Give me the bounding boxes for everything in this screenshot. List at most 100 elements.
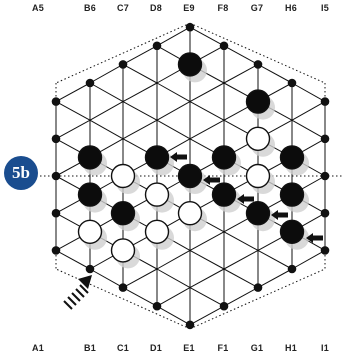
top-label-c7: C7 [116,3,130,13]
bottom-label-d1: D1 [149,343,163,353]
diagonal-line [291,101,326,121]
edge-point [85,264,95,274]
diagram-number-badge: 5b [4,156,38,190]
dotted-edge-br [189,268,326,330]
top-label-b6: B6 [83,3,97,13]
white-stone-b2 [77,219,107,250]
top-label-f8: F8 [217,3,229,13]
diagonal-line [189,101,225,121]
black-stone-h3 [279,219,309,250]
diagonal-line [122,119,158,140]
diagonal-line [55,82,91,103]
black-stone-e8 [177,52,207,83]
diagonal-line [156,119,191,140]
diagonal-line [89,82,124,103]
diagonal-line [55,249,91,270]
black-stone-h4 [279,182,309,213]
edge-point [287,78,297,88]
edge-point [219,301,229,311]
diagonal-line [55,101,91,121]
edge-point [320,171,330,181]
move-arrow [203,175,220,185]
diagonal-line [156,26,191,47]
edge-point [320,208,330,218]
white-stone-d3 [144,219,174,250]
diagonal-line [189,305,225,326]
black-stone-f5 [211,145,241,176]
diagonal-line [89,101,124,121]
black-stone-b3 [77,182,107,213]
edge-point [152,301,162,311]
diagonal-line [156,287,191,307]
diagonal-line [89,119,124,140]
diagonal-line [55,119,91,140]
edge-point [51,246,61,255]
diagonal-line [223,45,259,65]
edge-point [51,208,61,218]
top-label-h6: H6 [284,3,298,13]
edge-point [185,320,195,330]
diagonal-line [122,268,158,289]
diagonal-line [156,101,191,121]
white-stone-e4 [177,200,207,232]
top-label-e9: E9 [183,3,195,13]
bottom-label-f1: F1 [217,343,229,353]
edge-point [320,134,330,144]
diagonal-line [189,268,225,289]
dotted-edge-bl [55,268,191,330]
diagonal-line [189,119,225,140]
bottom-label-e1: E1 [183,343,195,353]
edge-point [118,60,128,69]
diagonal-line [89,268,124,289]
white-stone-g4 [245,163,275,194]
edge-point [219,41,229,51]
diagonal-line [223,231,259,251]
bottom-label-h1: H1 [284,343,298,353]
white-stone-c2 [110,238,140,269]
bottom-label-a1: A1 [31,343,45,353]
edge-point [185,22,195,32]
top-label-d8: D8 [149,3,163,13]
edge-point [51,134,61,144]
diagonal-line [257,268,293,289]
top-label-i5: I5 [320,3,330,13]
diagonal-line [122,63,158,84]
top-label-a5: A5 [31,3,45,13]
diagonal-line [189,82,225,103]
top-label-g7: G7 [250,3,264,13]
edge-point [320,97,330,106]
diagonal-line [223,249,259,270]
diagonal-line [223,268,259,289]
black-stone-b4 [77,145,107,176]
edge-point [320,246,330,255]
black-stone-f4 [211,182,241,213]
black-stone-g3 [245,200,275,232]
diagonal-line [223,63,259,84]
diagonal-line [89,63,124,84]
diagonal-line [257,63,293,84]
diagonal-line [122,82,158,103]
diagonal-line [257,249,293,270]
bottom-label-g1: G1 [250,343,264,353]
edge-point [118,283,128,292]
diagonal-line [189,249,225,270]
diagonal-line [223,287,259,307]
black-stone-e5 [177,163,207,194]
diagonal-line [122,45,158,65]
edge-point [253,60,263,69]
edge-point [253,283,263,292]
edge-point [51,171,61,181]
move-arrow [237,194,254,204]
edge-point [152,41,162,51]
move-arrow [271,210,288,220]
move-arrow [306,233,323,243]
diagonal-line [156,268,191,289]
black-stone-c3 [110,200,140,232]
white-stone-g5 [245,126,275,157]
diagonal-line [122,101,158,121]
diagonal-line [189,287,225,307]
bottom-label-i1: I1 [320,343,330,353]
diagonal-line [156,249,191,270]
